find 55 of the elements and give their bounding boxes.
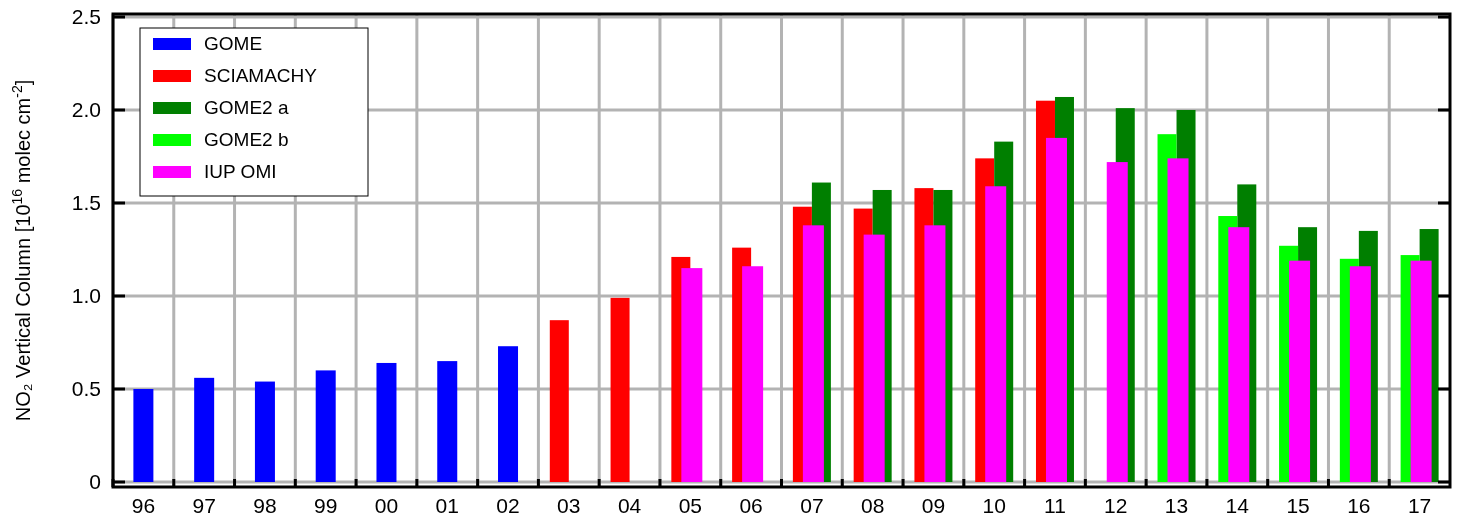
y-tick-label: 1.0 [71, 284, 101, 308]
x-tick-label: 99 [314, 494, 338, 517]
legend-label: IUP OMI [204, 161, 277, 182]
y-tick-label: 0.5 [71, 377, 101, 401]
legend-label: GOME [204, 33, 263, 54]
bar [1289, 260, 1311, 482]
y-tick-label: 0 [89, 470, 101, 494]
bar [549, 320, 569, 482]
bar [1228, 227, 1250, 482]
x-tick-label: 98 [253, 494, 277, 517]
bar [376, 362, 397, 482]
bar [610, 297, 630, 482]
bar [1045, 137, 1067, 482]
x-tick-label: 13 [1164, 494, 1189, 517]
x-tick-label: 16 [1347, 494, 1371, 517]
x-tick-label: 00 [374, 494, 399, 517]
x-tick-label: 06 [739, 494, 763, 517]
x-tick-label: 12 [1104, 494, 1128, 517]
legend-label: SCIAMACHY [204, 65, 318, 86]
bar [1106, 162, 1128, 482]
bar [254, 381, 275, 482]
y-tick-label: 1.5 [71, 191, 101, 215]
x-tick-label: 11 [1044, 494, 1066, 517]
y-tick-label: 2.0 [71, 98, 101, 122]
x-tick-label: 02 [496, 494, 520, 517]
bar [133, 389, 154, 482]
x-tick-label: 10 [982, 494, 1006, 517]
bar [1349, 266, 1371, 482]
x-tick-label: 05 [678, 494, 703, 517]
bar [1167, 158, 1189, 482]
x-tick-label: 09 [921, 494, 946, 517]
bar [315, 370, 336, 482]
bar [924, 225, 946, 482]
legend-label: GOME2 a [204, 97, 289, 118]
bar [985, 186, 1007, 482]
bar [437, 361, 458, 482]
legend-label: GOME2 b [204, 129, 289, 150]
bar [1410, 260, 1432, 482]
bar [863, 234, 885, 482]
bar [802, 225, 824, 482]
x-tick-label: 14 [1225, 494, 1250, 517]
bar [498, 346, 519, 482]
y-tick-label: 2.5 [71, 5, 101, 29]
x-tick-label: 17 [1407, 494, 1432, 517]
bar [742, 266, 764, 482]
bar [194, 377, 215, 482]
x-tick-label: 07 [800, 494, 824, 517]
bar [681, 268, 703, 482]
x-tick-label: 03 [557, 494, 581, 517]
x-tick-label: 01 [435, 494, 459, 517]
x-tick-label: 08 [860, 494, 885, 517]
x-tick-label: 04 [617, 494, 642, 517]
x-tick-label: 97 [192, 494, 216, 517]
x-tick-label: 15 [1286, 494, 1310, 517]
x-tick-label: 96 [131, 494, 156, 517]
